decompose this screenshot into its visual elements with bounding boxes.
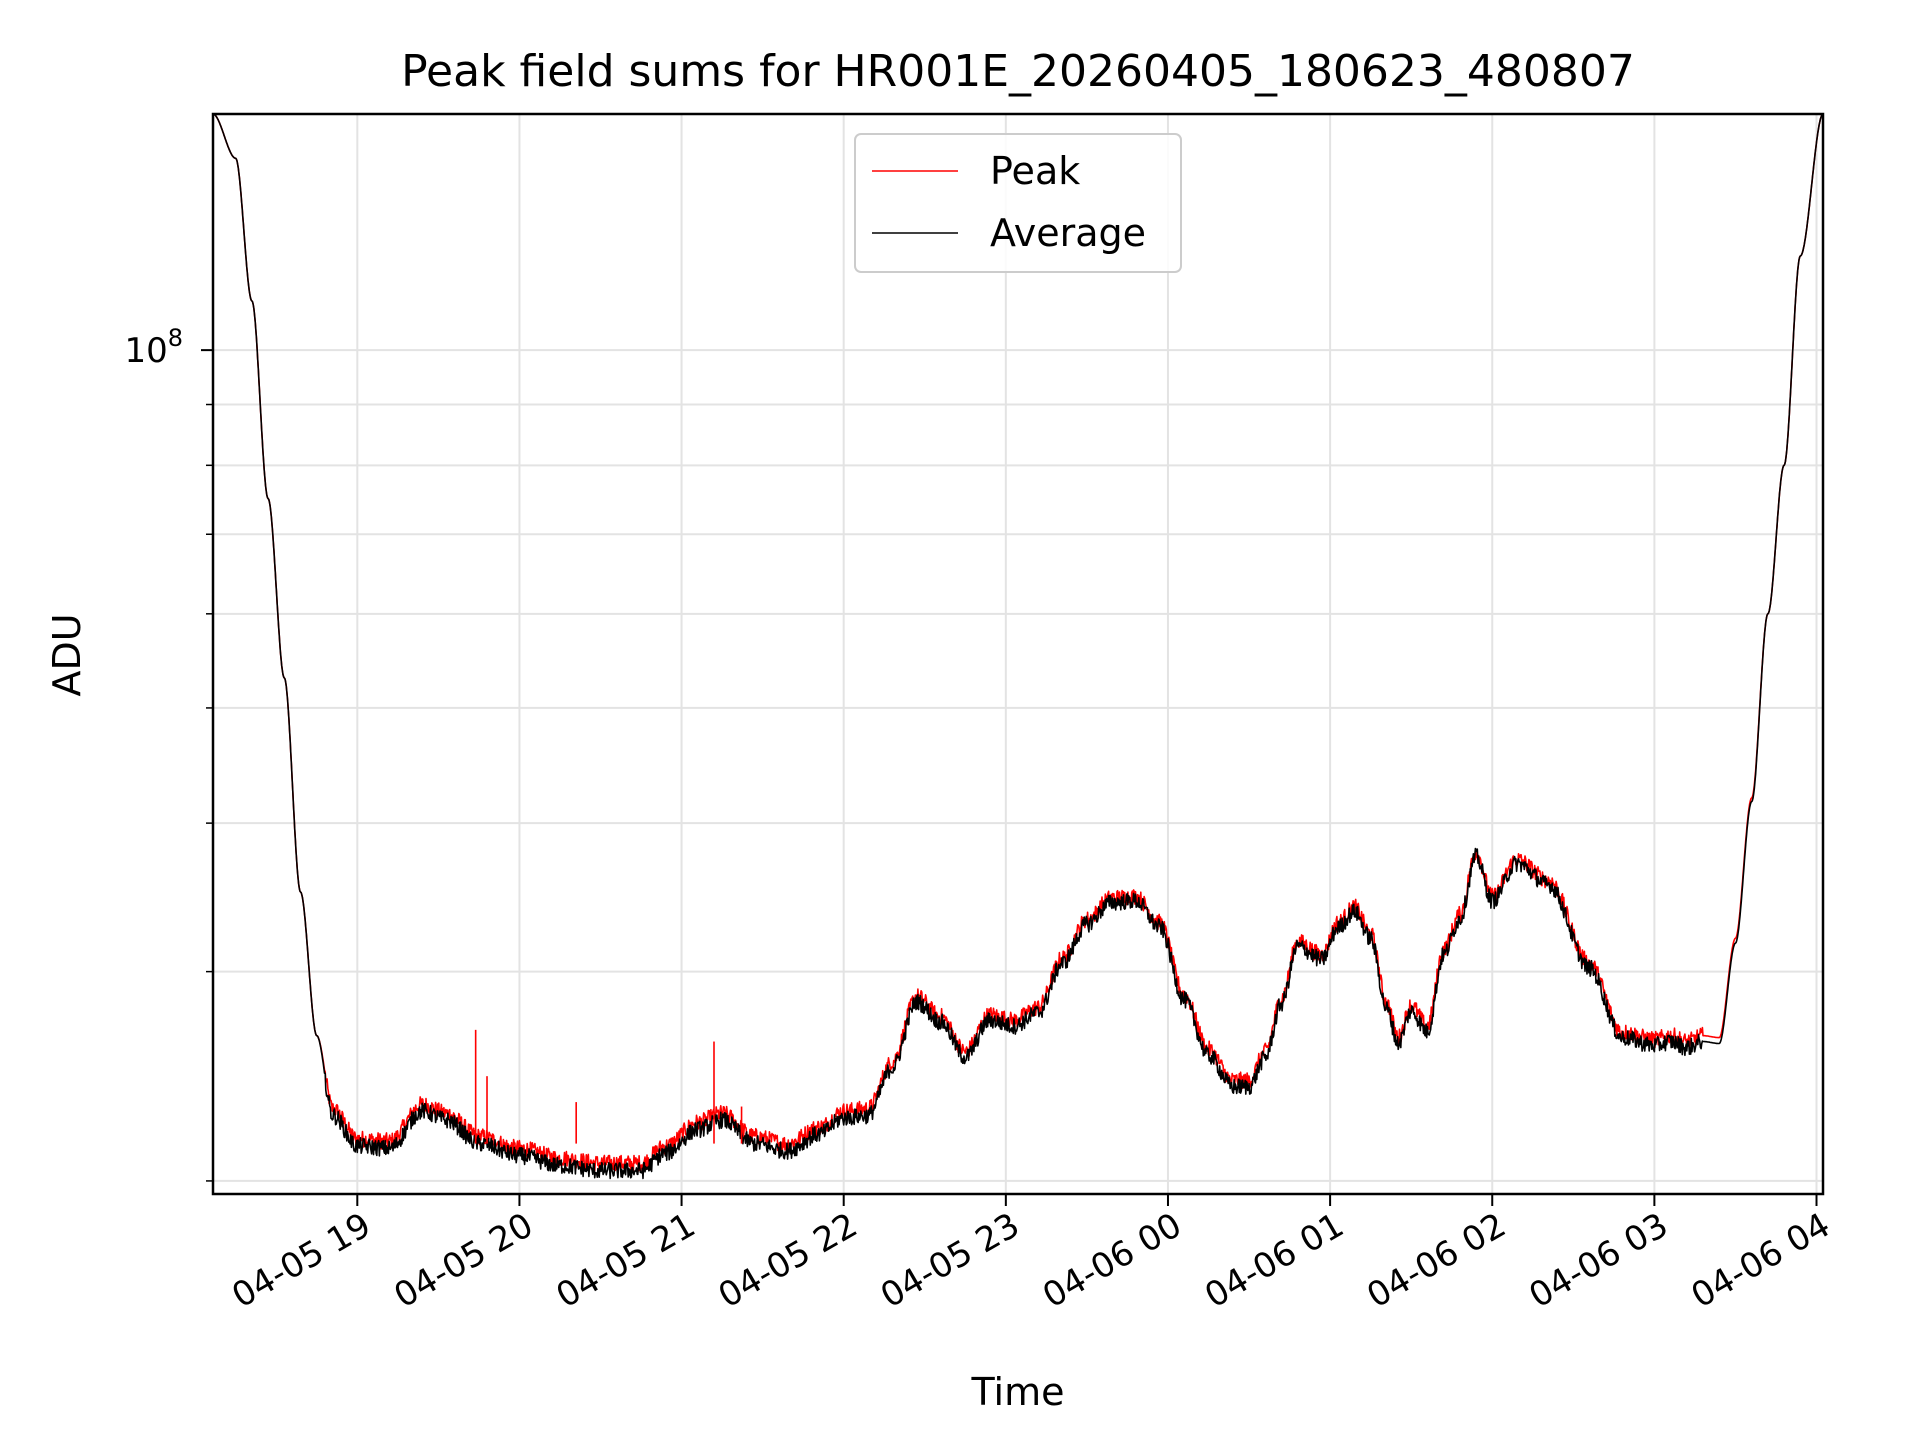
legend-peak-label: Peak <box>990 149 1080 193</box>
y-tick-exponent: 8 <box>168 324 183 352</box>
plot-lines <box>212 113 1824 1180</box>
series-line-average <box>212 113 1824 1180</box>
x-axis-label: Time <box>971 1370 1065 1414</box>
y-axis-ticks: 108 <box>124 324 213 1182</box>
legend: Peak Average <box>854 133 1182 273</box>
y-tick-label: 108 <box>124 324 183 371</box>
gridlines <box>213 114 1823 1194</box>
plot-frame <box>211 112 1825 1196</box>
chart-title: Peak field sums for HR001E_20260405_1806… <box>401 46 1635 97</box>
legend-average-label: Average <box>990 211 1146 255</box>
y-tick-base: 10 <box>124 331 167 371</box>
y-axis-label: ADU <box>45 613 89 696</box>
legend-box <box>854 133 1182 273</box>
